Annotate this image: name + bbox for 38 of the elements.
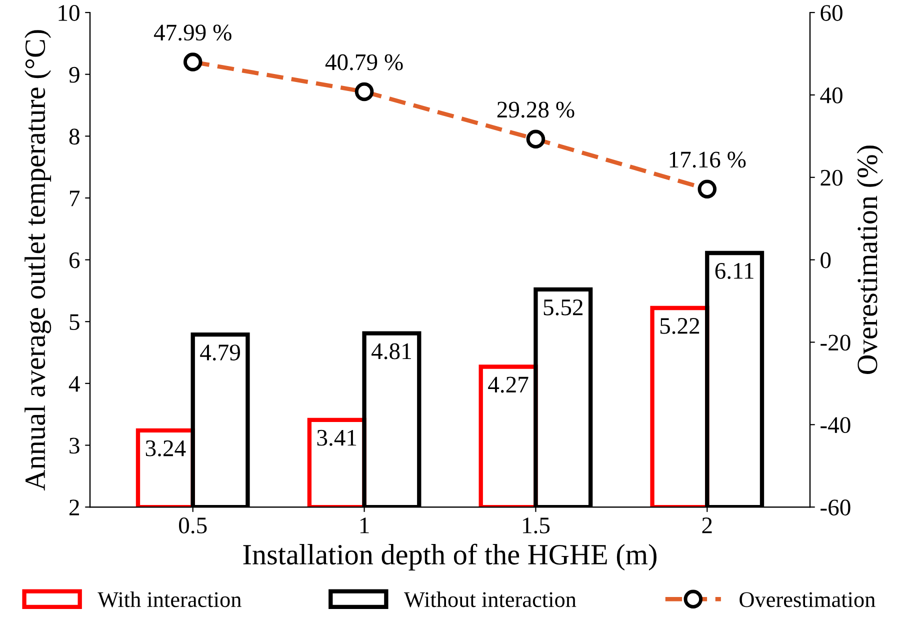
data-label: 4.81 xyxy=(372,343,411,360)
data-label: 3.41 xyxy=(317,430,356,446)
data-label: 5.52 xyxy=(544,299,582,316)
data-label: 47.99 % xyxy=(154,24,232,41)
data-label: 6.11 xyxy=(715,263,754,279)
y2-tick-label: 60 xyxy=(820,5,842,21)
x-tick-label: 1.5 xyxy=(523,518,550,534)
y2-tick-label: -60 xyxy=(820,500,850,516)
y-tick-label: 10 xyxy=(58,5,80,21)
x-tick-label: 0.5 xyxy=(179,517,207,534)
y2-tick-label: -20 xyxy=(820,334,850,351)
y2-tick-label: 40 xyxy=(820,87,842,104)
y-tick-label: 7 xyxy=(70,190,80,206)
data-label: 4.27 xyxy=(488,376,528,393)
y-tick-label: 6 xyxy=(69,252,80,268)
y-axis-title: Annual average outlet temperature (°C) xyxy=(24,30,52,490)
y-tick-label: 5 xyxy=(70,314,80,330)
y2-tick-label: 0 xyxy=(820,252,831,268)
data-label: 40.79 % xyxy=(325,54,403,70)
x-tick-label: 2 xyxy=(702,518,712,534)
data-label: 5.22 xyxy=(660,318,700,334)
y-tick-label: 8 xyxy=(69,128,80,145)
y-tick-label: 3 xyxy=(70,438,80,454)
x-tick-label: 1 xyxy=(360,518,369,534)
data-label: 4.79 xyxy=(200,344,240,361)
y-tick-label: 2 xyxy=(70,500,79,516)
y-tick-label: 9 xyxy=(69,66,80,83)
y2-tick-label: -40 xyxy=(820,417,850,434)
y2-axis-title: Overestimation (%) xyxy=(856,146,884,374)
data-label: 3.24 xyxy=(146,440,186,456)
legend-label: Without interaction xyxy=(404,591,576,608)
data-label: 17.16 % xyxy=(670,152,746,168)
data-label: 29.28 % xyxy=(497,102,574,118)
x-axis-title: Installation depth of the HGHE (m) xyxy=(243,544,656,570)
legend-label: With interaction xyxy=(98,591,242,608)
y-tick-label: 4 xyxy=(68,376,80,392)
y2-tick-label: 20 xyxy=(820,170,842,186)
legend-label: Overestimation xyxy=(740,592,876,608)
